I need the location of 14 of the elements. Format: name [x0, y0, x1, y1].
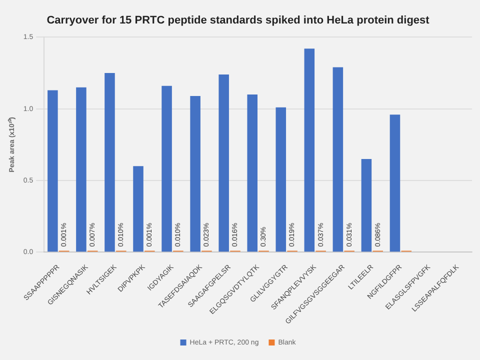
- bar: [218, 74, 229, 252]
- bar: [48, 90, 58, 252]
- bar: [190, 96, 200, 252]
- chart-title: Carryover for 15 PRTC peptide standards spiked into HeLa protein digest: [46, 14, 430, 27]
- bar: [304, 48, 315, 252]
- bar: [247, 94, 258, 252]
- bar: [390, 114, 400, 252]
- bar: [133, 166, 144, 252]
- bar: [104, 73, 115, 252]
- bar: [276, 107, 286, 252]
- bar: [162, 86, 172, 252]
- bar: [332, 67, 344, 252]
- bar: [361, 158, 372, 252]
- bar: [76, 87, 86, 252]
